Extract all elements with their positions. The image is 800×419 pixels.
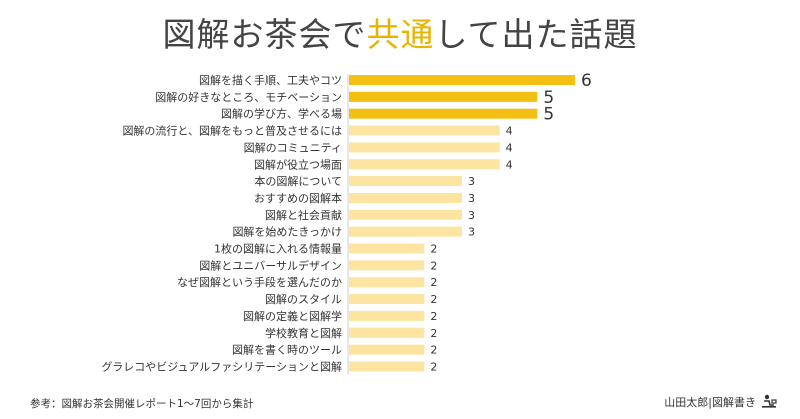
category-label: 図解とユニバーサルデザイン: [199, 258, 342, 272]
value-label: 4: [506, 125, 513, 138]
category-label: グラレコやビジュアルファシリテーションと図解: [101, 359, 342, 373]
value-label: 2: [430, 276, 437, 289]
bar: [349, 142, 500, 153]
person-at-desk-icon: [762, 394, 777, 408]
bar: [349, 209, 462, 220]
bar: [349, 260, 425, 271]
category-label: 図解の好きなところ、モチベーション: [155, 90, 342, 104]
bar: [349, 192, 462, 203]
category-label: 図解の定義と図解学: [243, 309, 342, 323]
value-label: 2: [430, 360, 437, 373]
value-label: 6: [581, 71, 592, 91]
bar: [349, 108, 538, 119]
bar: [349, 294, 425, 305]
category-label: 図解の学び方、学べる場: [221, 107, 342, 121]
category-label: 図解を描く手順、工夫やコツ: [199, 73, 342, 87]
bar: [349, 277, 425, 288]
chart-title-highlight: 共通: [366, 15, 435, 54]
value-label: 3: [468, 175, 475, 188]
value-label: 3: [468, 209, 475, 222]
category-label: 図解を始めたきっかけ: [232, 225, 342, 239]
bar: [349, 125, 500, 136]
value-label: 2: [430, 259, 437, 272]
category-label: 図解のスタイル: [265, 292, 342, 306]
category-label: なぜ図解という手段を選んだのか: [177, 275, 342, 289]
value-label: 4: [506, 141, 513, 154]
category-label: 図解を書く時のツール: [232, 343, 342, 357]
bar: [349, 344, 425, 355]
category-label: 図解と社会貢献: [265, 208, 342, 222]
bar: [349, 361, 425, 372]
value-label: 3: [468, 226, 475, 239]
bar: [349, 159, 500, 170]
value-label: 5: [543, 88, 554, 108]
value-label: 2: [430, 293, 437, 306]
bar: [349, 310, 425, 321]
chart-title-suffix: して出た話題: [434, 15, 638, 54]
value-label: 5: [543, 105, 554, 125]
value-label: 4: [506, 158, 513, 171]
category-label: 図解の流行と、図解をもっと普及させるには: [122, 124, 342, 138]
category-label: おすすめの図解本: [254, 191, 342, 205]
category-label: 図解が役立つ場面: [254, 157, 342, 171]
chart-title-prefix: 図解お茶会で: [162, 15, 367, 54]
author-credit: 山田太郎|図解書き: [664, 394, 778, 410]
source-note: 参考：図解お茶会開催レポート1〜7回から集計: [30, 398, 254, 410]
value-label: 3: [468, 192, 475, 205]
value-label: 2: [430, 344, 437, 357]
author-name: 山田太郎|図解書き: [664, 396, 756, 409]
category-label: 学校教育と図解: [265, 326, 342, 340]
bar: [349, 226, 462, 237]
bar: [349, 243, 425, 254]
value-label: 2: [430, 310, 437, 323]
bar: [349, 91, 538, 102]
bar: [349, 75, 575, 85]
chart-title: 図解お茶会で共通して出た話題: [0, 8, 800, 56]
bar: [349, 176, 462, 187]
bar: [349, 327, 425, 338]
category-label: 1枚の図解に入れる情報量: [214, 242, 342, 256]
category-label: 本の図解について: [254, 174, 342, 188]
bar-chart: 図解を描く手順、工夫やコツ 6 図解の好きなところ、モチベーション 5 図解の学び方、学…: [101, 71, 592, 375]
value-label: 2: [430, 327, 437, 340]
value-label: 2: [430, 243, 437, 256]
category-label: 図解のコミュニティ: [244, 140, 342, 154]
